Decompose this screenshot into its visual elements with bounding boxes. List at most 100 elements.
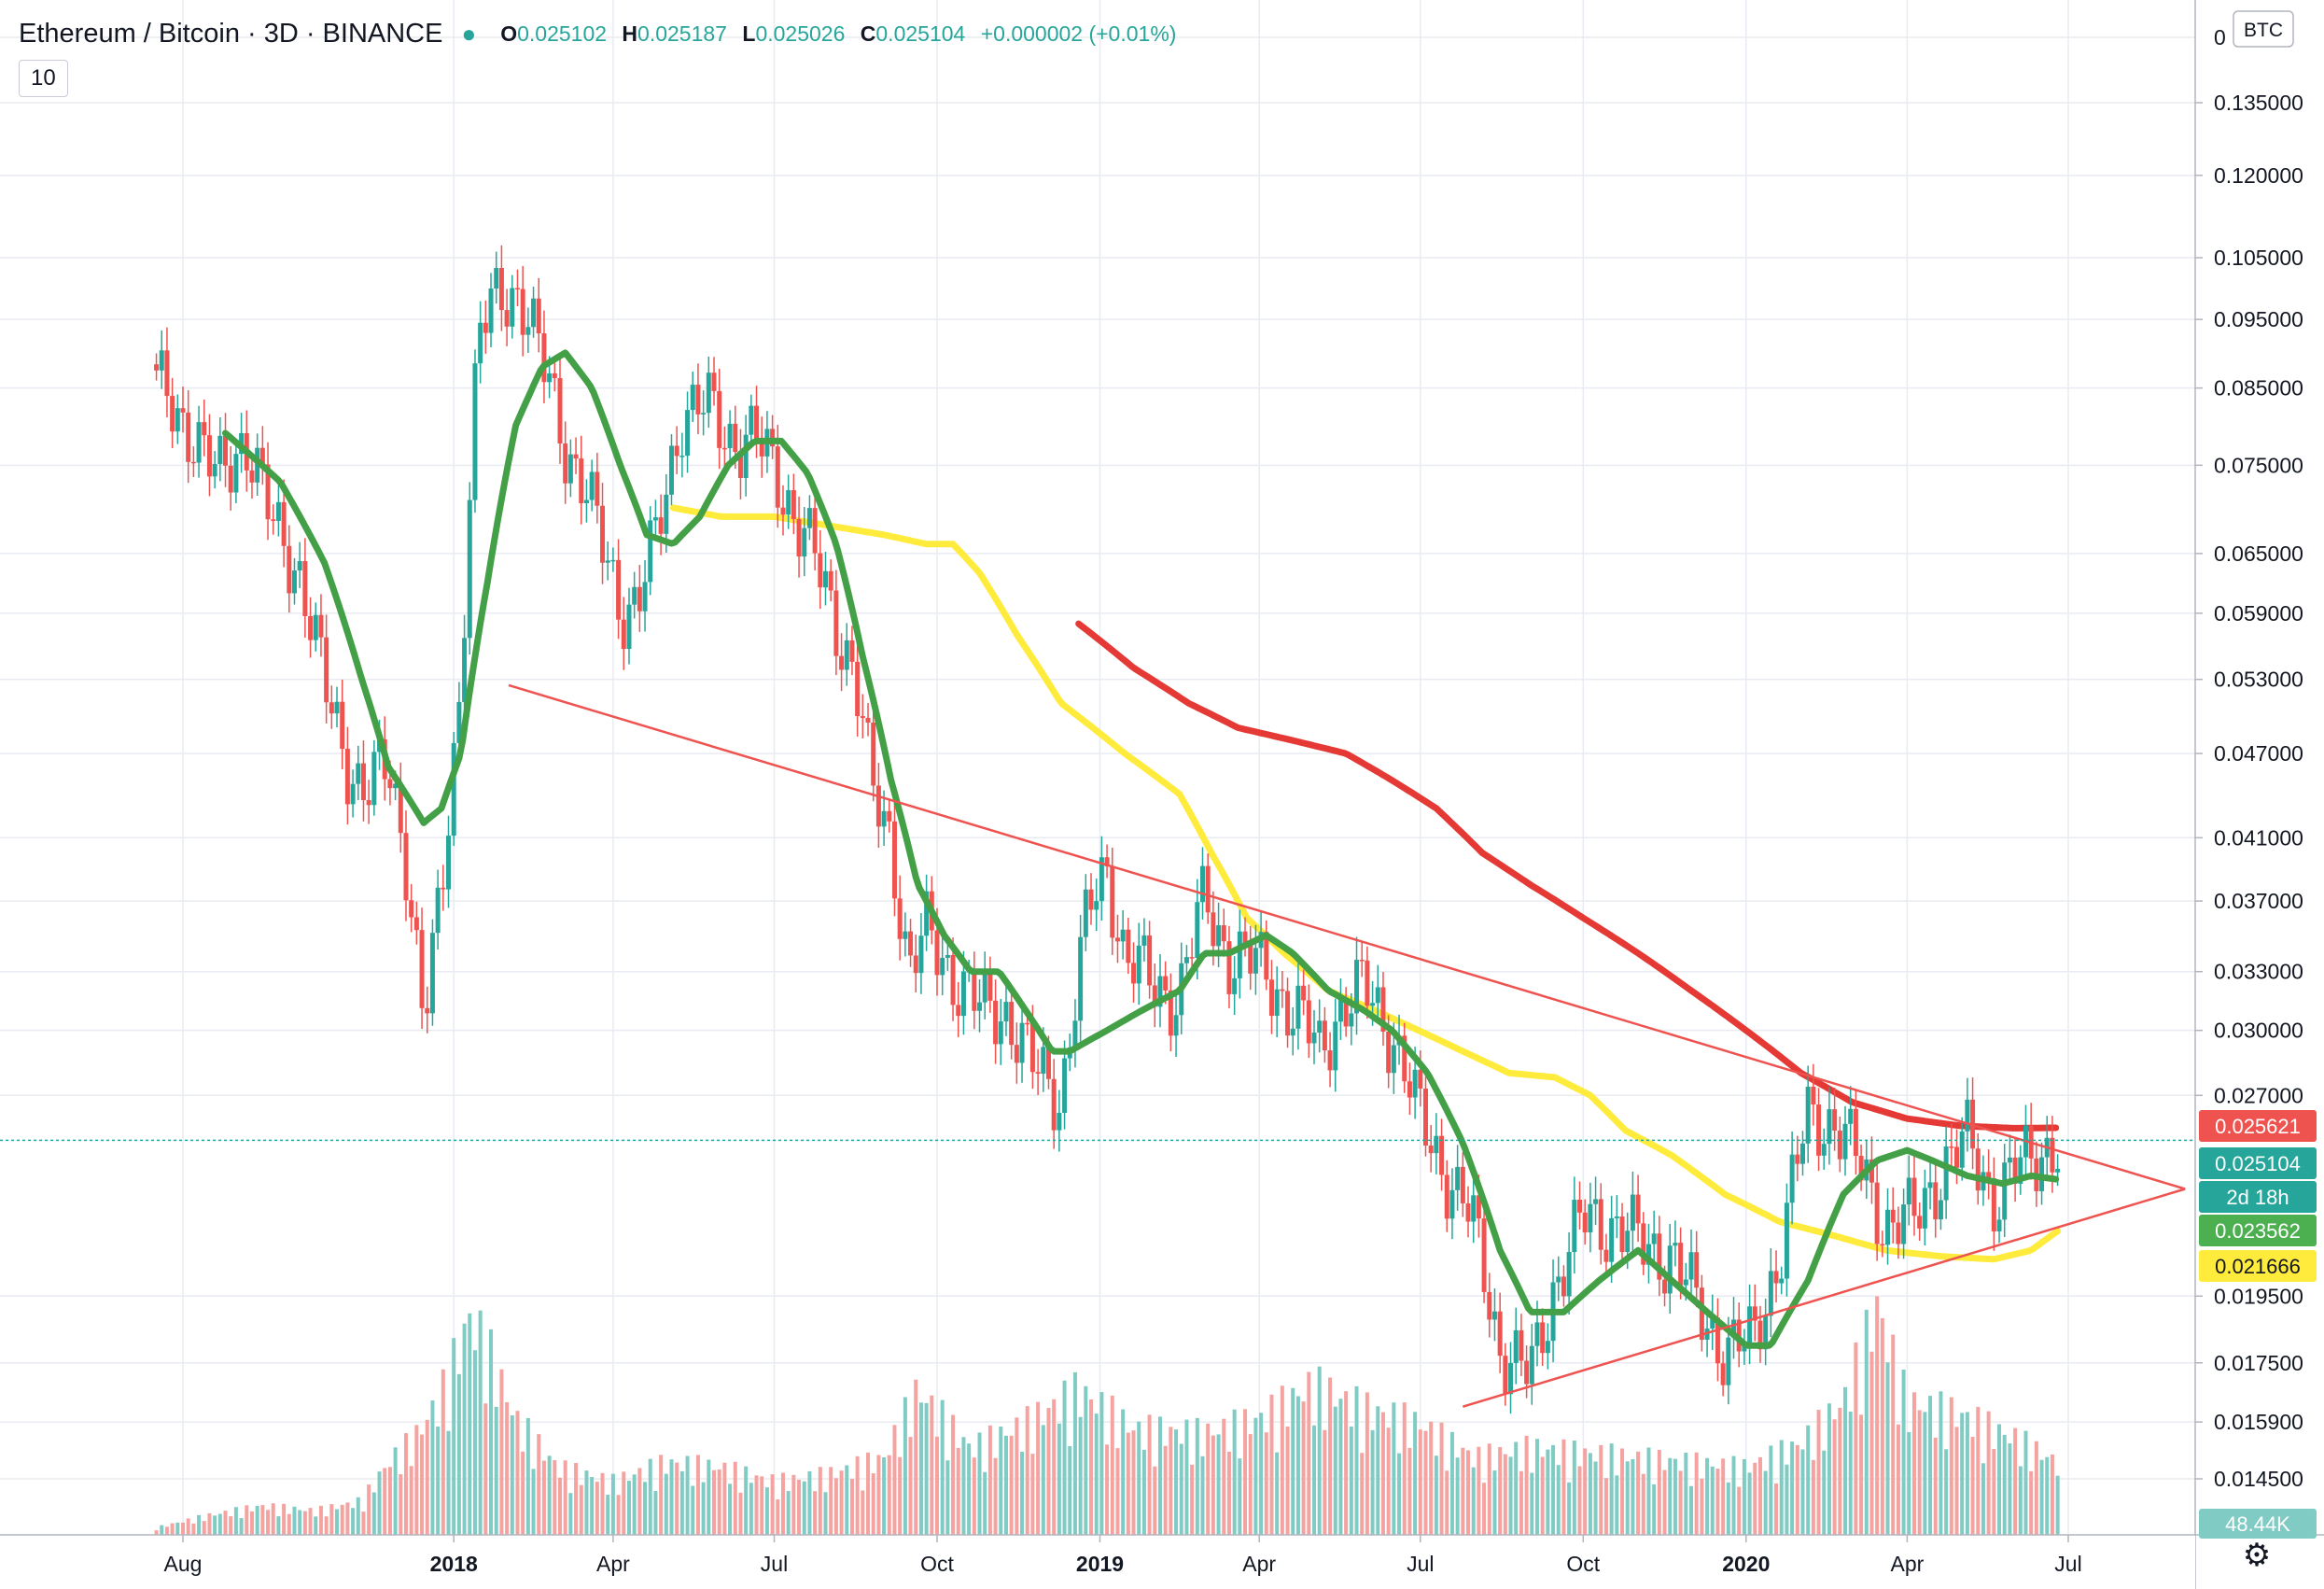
candle [1874, 1164, 1880, 1261]
candle [504, 288, 510, 346]
candle-body [1051, 1078, 1057, 1131]
volume-bar [568, 1493, 573, 1535]
candle-body [982, 969, 987, 1003]
candle [610, 547, 616, 572]
candle-body [1588, 1203, 1593, 1233]
y-tick-label: 0.041000 [2214, 825, 2303, 850]
candle-body [1147, 935, 1153, 986]
volume-bar [1344, 1391, 1349, 1535]
candle-body [547, 373, 553, 383]
price-axis-background [2195, 0, 2324, 1589]
x-tick-label: Apr [1891, 1552, 1925, 1576]
candle [170, 377, 175, 448]
volume-bar [1911, 1392, 1916, 1535]
candle [318, 594, 324, 657]
candle [1699, 1274, 1704, 1352]
candle-body [2012, 1157, 2018, 1184]
volume-bar [207, 1512, 212, 1535]
candle [1062, 1040, 1068, 1130]
volume-bar [1131, 1430, 1136, 1535]
candle-body [1126, 929, 1131, 963]
volume-bar [866, 1452, 871, 1535]
candle-body [945, 954, 950, 958]
candle-body [154, 364, 160, 371]
candle [1811, 1063, 1816, 1126]
volume-bar [1137, 1421, 1141, 1535]
volume-bar [1477, 1446, 1481, 1535]
candle-body [1301, 985, 1307, 1001]
candle-body [1211, 912, 1216, 947]
volume-bar [420, 1434, 425, 1535]
volume-label-tag [2199, 1509, 2317, 1539]
volume-bar [999, 1426, 1003, 1535]
volume-bar [164, 1526, 169, 1535]
volume-bar [707, 1459, 711, 1535]
candle [154, 353, 160, 381]
volume-bar [2055, 1475, 2060, 1535]
price-label-tag [2199, 1110, 2317, 1142]
volume-bar [764, 1487, 769, 1535]
candle-body [1848, 1108, 1854, 1124]
candle-body [987, 969, 993, 1001]
candle [1422, 1076, 1428, 1157]
candle [945, 940, 950, 971]
candle [1731, 1297, 1737, 1359]
candle [1911, 1156, 1917, 1236]
gear-icon[interactable]: ⚙ [2242, 1538, 2272, 1573]
candle-body [371, 752, 377, 806]
candle [1491, 1288, 1497, 1342]
candle [1975, 1132, 1981, 1205]
volume-bar [287, 1513, 291, 1535]
candle [360, 740, 366, 822]
volume-bar [669, 1459, 674, 1535]
volume-bar [1832, 1419, 1837, 1535]
candle [786, 474, 791, 529]
candle [271, 504, 276, 535]
candle-body [977, 1002, 983, 1011]
y-tick-label: 0.047000 [2214, 741, 2303, 766]
y-tick-label: 0.033000 [2214, 960, 2303, 984]
volume-bar [1062, 1380, 1067, 1535]
volume-bar [377, 1471, 382, 1535]
volume-bar [1848, 1412, 1853, 1535]
candle-body [1996, 1219, 2002, 1231]
candle [552, 359, 557, 392]
volume-bar [1434, 1455, 1438, 1535]
candle [860, 694, 865, 738]
candle-body [1083, 889, 1088, 937]
x-tick-label: Apr [1242, 1552, 1276, 1576]
candle-body [1375, 987, 1380, 1004]
volume-bar [1301, 1401, 1306, 1535]
volume-bar [1307, 1371, 1311, 1535]
candle-body [934, 930, 940, 976]
candle [855, 640, 861, 737]
candle [249, 453, 255, 499]
ma-length-input[interactable]: 10 [19, 60, 68, 97]
volume-bar [1960, 1413, 1965, 1535]
volume-bar [1880, 1317, 1884, 1535]
candle-body [510, 288, 515, 327]
candle [743, 415, 749, 497]
candle-body [1911, 1177, 1917, 1216]
candle [737, 429, 743, 499]
volume-bar [579, 1484, 583, 1535]
volume-bar [318, 1505, 323, 1535]
candle-body [664, 494, 669, 534]
volume-bar [1524, 1435, 1529, 1535]
candle-body [228, 465, 233, 493]
volume-bar [414, 1425, 419, 1535]
candle-body [891, 821, 897, 899]
candle [1938, 1188, 1943, 1230]
symbol-title[interactable]: Ethereum / Bitcoin · 3D · BINANCE [19, 18, 443, 49]
volume-bar [1078, 1416, 1083, 1535]
candle-body [202, 422, 207, 436]
volume-bar [1954, 1427, 1959, 1535]
volume-bar [1259, 1413, 1264, 1535]
volume-bar [807, 1470, 812, 1535]
candle-body [855, 661, 861, 717]
candle-body [483, 322, 488, 333]
candle [1072, 999, 1078, 1068]
candle [1205, 853, 1211, 924]
